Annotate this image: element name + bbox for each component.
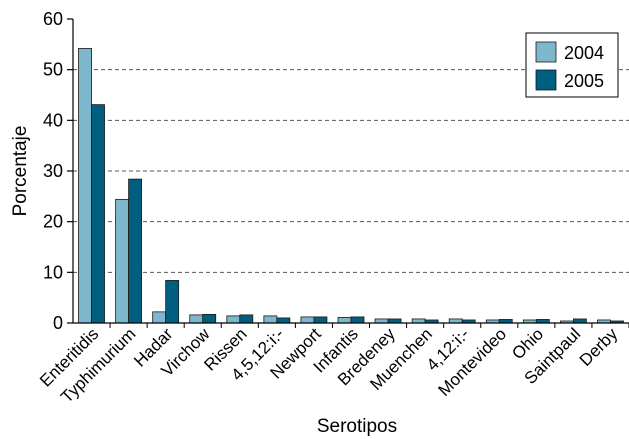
bar-2005-0: [91, 104, 105, 324]
legend-swatch-2004: [535, 41, 557, 63]
bar-2004-7: [337, 317, 352, 324]
bar-2005-4: [239, 314, 254, 324]
x-axis-title: Serotipos: [317, 416, 397, 437]
bar-2004-0: [78, 47, 92, 324]
y-tick-label-30: 30: [43, 161, 63, 181]
bar-2005-8: [387, 318, 402, 324]
bar-2004-4: [226, 315, 241, 324]
bar-2005-3: [202, 313, 217, 324]
y-axis-title: Porcentaje: [10, 126, 31, 217]
bars: [78, 47, 624, 324]
legend: 2004 2005: [525, 32, 619, 98]
bar-2005-7: [350, 316, 365, 324]
bar-2004-1: [115, 198, 129, 324]
bar-2004-9: [411, 318, 426, 324]
legend-label-2004: 2004: [564, 43, 604, 63]
y-tick-label-50: 50: [43, 60, 63, 80]
legend-swatch-2005: [535, 69, 557, 91]
y-tick-labels: 0 10 20 30 40 50 60: [43, 9, 73, 333]
y-tick-label-10: 10: [43, 262, 63, 282]
x-tick-label-14: Derby: [576, 324, 622, 370]
y-tick-label-60: 60: [43, 9, 63, 29]
bar-2005-5: [276, 317, 291, 324]
bar-2004-10: [448, 318, 463, 324]
y-tick-label-20: 20: [43, 212, 63, 232]
bar-2004-6: [300, 316, 315, 324]
bar-2004-5: [263, 315, 278, 324]
bar-2005-6: [313, 316, 328, 324]
y-tick-label-0: 0: [53, 313, 63, 333]
bar-2005-13: [573, 318, 587, 324]
bar-2004-8: [374, 318, 389, 324]
legend-label-2005: 2005: [564, 71, 604, 91]
x-tick-labels: EnteritidisTyphimuriumHadarVirchowRissen…: [36, 323, 629, 407]
bar-2005-2: [165, 280, 180, 324]
y-tick-label-40: 40: [43, 110, 63, 130]
bar-2004-3: [189, 314, 204, 324]
grid-lines: [73, 69, 629, 273]
bar-2005-1: [128, 178, 143, 324]
bar-2004-2: [152, 311, 167, 324]
